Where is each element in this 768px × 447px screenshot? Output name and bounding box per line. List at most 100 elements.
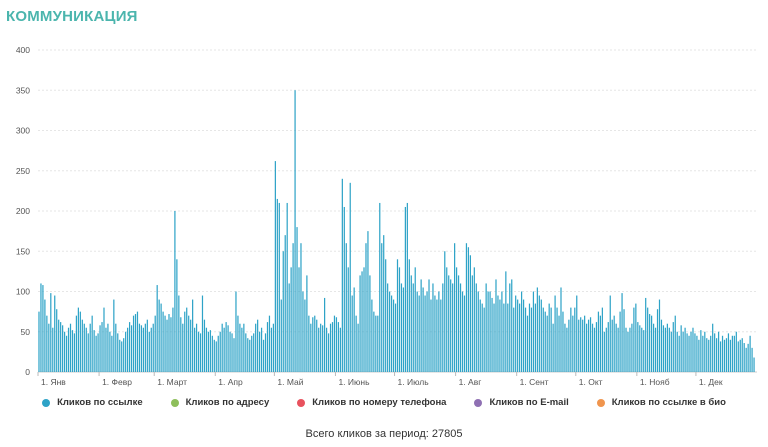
bar (749, 335, 751, 372)
bar (174, 211, 176, 372)
bar (383, 235, 385, 372)
bar (390, 295, 393, 372)
bar (428, 279, 430, 372)
bar (176, 259, 178, 372)
bar (733, 335, 735, 372)
bar (284, 235, 286, 372)
bar (741, 338, 743, 372)
bar (625, 327, 627, 372)
bar (418, 295, 420, 372)
bar (497, 295, 499, 372)
bar (714, 333, 716, 372)
bar (731, 335, 733, 372)
bar (136, 311, 139, 372)
page-title: КОММУНИКАЦИЯ (6, 8, 138, 25)
bar (121, 341, 123, 372)
bar (170, 317, 172, 372)
bar (65, 335, 68, 372)
bar (150, 327, 152, 372)
bar (611, 319, 613, 372)
bar (702, 335, 704, 372)
bar (678, 335, 680, 372)
bar (580, 317, 582, 372)
bar (605, 327, 607, 372)
bar (410, 275, 412, 372)
bar (727, 333, 730, 372)
bar (251, 335, 253, 372)
bar (325, 327, 328, 372)
bar (192, 299, 194, 372)
bar (416, 291, 418, 372)
bar (408, 259, 410, 372)
legend-item-email[interactable]: Кликов по E-mail (474, 397, 569, 408)
legend-item-bio-link[interactable]: Кликов по ссылке в био (596, 397, 726, 408)
bar (647, 307, 649, 372)
bar (434, 295, 436, 372)
bar (666, 323, 668, 372)
legend-item-link[interactable]: Кликов по ссылке (42, 397, 143, 408)
bar (564, 323, 566, 372)
bar (412, 283, 414, 372)
bar (158, 299, 160, 372)
bar (519, 303, 521, 372)
legend-item-address[interactable]: Кликов по адресу (170, 397, 269, 408)
legend-label: Кликов по ссылке в био (611, 397, 726, 408)
bar (264, 333, 267, 372)
bar (365, 243, 367, 372)
x-tick-label: 1. Апр (218, 377, 243, 387)
bar (97, 333, 99, 372)
bar (739, 339, 741, 372)
bar (455, 267, 458, 372)
bar (52, 327, 54, 372)
bar (298, 267, 300, 372)
bar (389, 291, 391, 372)
legend-item-phone[interactable]: Кликов по номеру телефона (297, 397, 446, 408)
bar (377, 315, 379, 372)
bar (127, 327, 129, 372)
bar (587, 319, 590, 372)
bar (694, 333, 696, 372)
bar (708, 339, 710, 372)
bar (680, 325, 682, 372)
bar (448, 275, 450, 372)
bar (268, 315, 271, 372)
bar (649, 314, 651, 372)
chart-legend: Кликов по ссылке Кликов по адресу Кликов… (0, 397, 768, 408)
bar (316, 319, 318, 372)
bar (404, 206, 406, 372)
bar (239, 323, 241, 372)
bar (507, 303, 509, 372)
bar (493, 303, 495, 372)
bar (306, 275, 308, 372)
bar (339, 327, 341, 372)
bar (546, 315, 548, 372)
bar (373, 311, 375, 372)
x-tick-label: 1. Дек (699, 377, 723, 387)
bar (119, 339, 121, 372)
bar (87, 333, 89, 372)
bar (231, 333, 233, 372)
bar (85, 327, 87, 372)
bar (156, 285, 158, 372)
bar (40, 283, 42, 372)
x-tick-label: 1. Нояб (640, 377, 670, 387)
bar (396, 259, 399, 372)
bar (134, 314, 137, 372)
bar (568, 319, 570, 372)
bar (142, 327, 144, 372)
bar (524, 307, 527, 372)
bar (318, 327, 320, 372)
bar (631, 323, 633, 372)
bar (385, 259, 387, 372)
bar (286, 202, 288, 372)
bar (213, 339, 215, 372)
bar (609, 295, 611, 372)
bar (71, 330, 74, 372)
bar (717, 331, 720, 372)
bar (73, 333, 76, 372)
bar (712, 323, 714, 372)
bar (379, 202, 381, 372)
bar (237, 315, 239, 372)
bar (140, 325, 143, 372)
bar (292, 243, 294, 372)
